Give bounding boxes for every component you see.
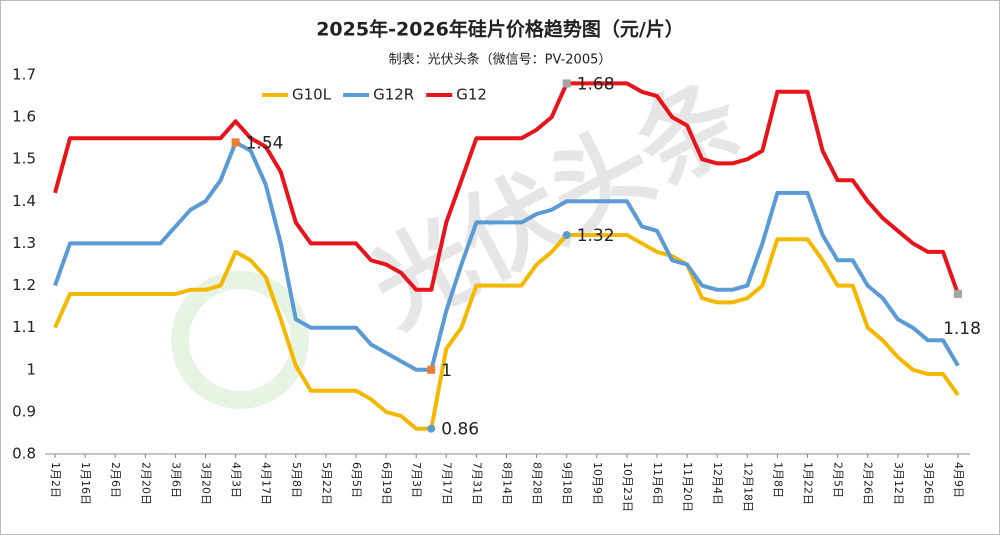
point-marker: [427, 424, 436, 433]
x-tick-label: 5月8日: [290, 462, 303, 498]
logo-watermark: [171, 271, 309, 409]
data-label: 1.54: [246, 133, 284, 153]
x-tick-label: 8月28日: [531, 462, 544, 505]
legend-label: G10L: [292, 86, 332, 104]
y-tick-label: 1.5: [12, 150, 36, 168]
x-tick-label: 6月5日: [350, 462, 363, 498]
x-tick-label: 4月3日: [230, 462, 243, 498]
data-label: 1: [441, 361, 452, 381]
x-tick-label: 2月6日: [109, 462, 122, 498]
point-marker: [562, 79, 571, 88]
x-tick-label: 6月19日: [380, 462, 393, 505]
legend-label: G12R: [373, 86, 414, 104]
x-tick-label: 3月12日: [892, 462, 905, 505]
x-tick-label: 2月26日: [862, 462, 875, 505]
x-tick-label: 4月9日: [952, 462, 965, 498]
x-tick-label: 1月8日: [771, 462, 784, 498]
x-tick-label: 2月20日: [139, 462, 152, 505]
point-marker: [231, 138, 240, 147]
data-label: 1.32: [577, 226, 615, 246]
chart-title: 2025年-2026年硅片价格趋势图（元/片）: [316, 18, 684, 41]
point-marker: [562, 231, 571, 240]
x-tick-label: 1月2日: [49, 462, 62, 498]
point-marker: [954, 289, 962, 298]
x-tick-label: 8月14日: [501, 462, 514, 505]
x-tick-label: 7月3日: [410, 462, 423, 498]
x-tick-label: 2月5日: [832, 462, 845, 498]
y-tick-label: 0.9: [12, 402, 36, 420]
series-line: [53, 81, 960, 295]
x-tick-label: 4月17日: [260, 462, 273, 505]
legend-label: G12: [456, 86, 487, 104]
x-tick-label: 11月6日: [651, 462, 664, 505]
y-tick-label: 1.6: [12, 108, 36, 126]
x-tick-label: 7月31日: [470, 462, 483, 505]
x-tick-label: 10月9日: [591, 462, 604, 505]
point-marker: [427, 365, 436, 374]
data-label: 1.18: [943, 319, 981, 339]
series-line: [53, 233, 960, 431]
x-tick-label: 1月16日: [79, 462, 92, 505]
x-tick-label: 5月22日: [320, 462, 333, 505]
x-tick-label: 10月23日: [621, 462, 634, 512]
x-tick-label: 11月20日: [681, 462, 694, 512]
x-tick-label: 12月4日: [711, 462, 724, 505]
chart-subtitle: 制表：光伏头条（微信号：PV-2005）: [389, 52, 612, 68]
data-label: 0.86: [441, 420, 479, 440]
y-tick-label: 1.2: [12, 276, 36, 294]
x-tick-label: 1月22日: [802, 462, 815, 505]
y-tick-label: 1: [26, 360, 36, 378]
x-tick-label: 3月20日: [200, 462, 213, 505]
x-tick-label: 9月18日: [561, 462, 574, 505]
x-tick-label: 12月18日: [741, 462, 754, 512]
x-tick-label: 7月17日: [440, 462, 453, 505]
y-tick-label: 0.8: [12, 445, 36, 463]
data-label: 1.68: [577, 74, 615, 94]
x-tick-label: 3月6日: [169, 462, 182, 498]
y-tick-label: 1.3: [12, 234, 36, 252]
x-tick-label: 3月26日: [922, 462, 935, 505]
y-tick-label: 1.7: [12, 66, 36, 84]
y-tick-label: 1.1: [12, 318, 36, 336]
y-tick-label: 1.4: [12, 192, 36, 210]
series-line: [53, 140, 960, 372]
